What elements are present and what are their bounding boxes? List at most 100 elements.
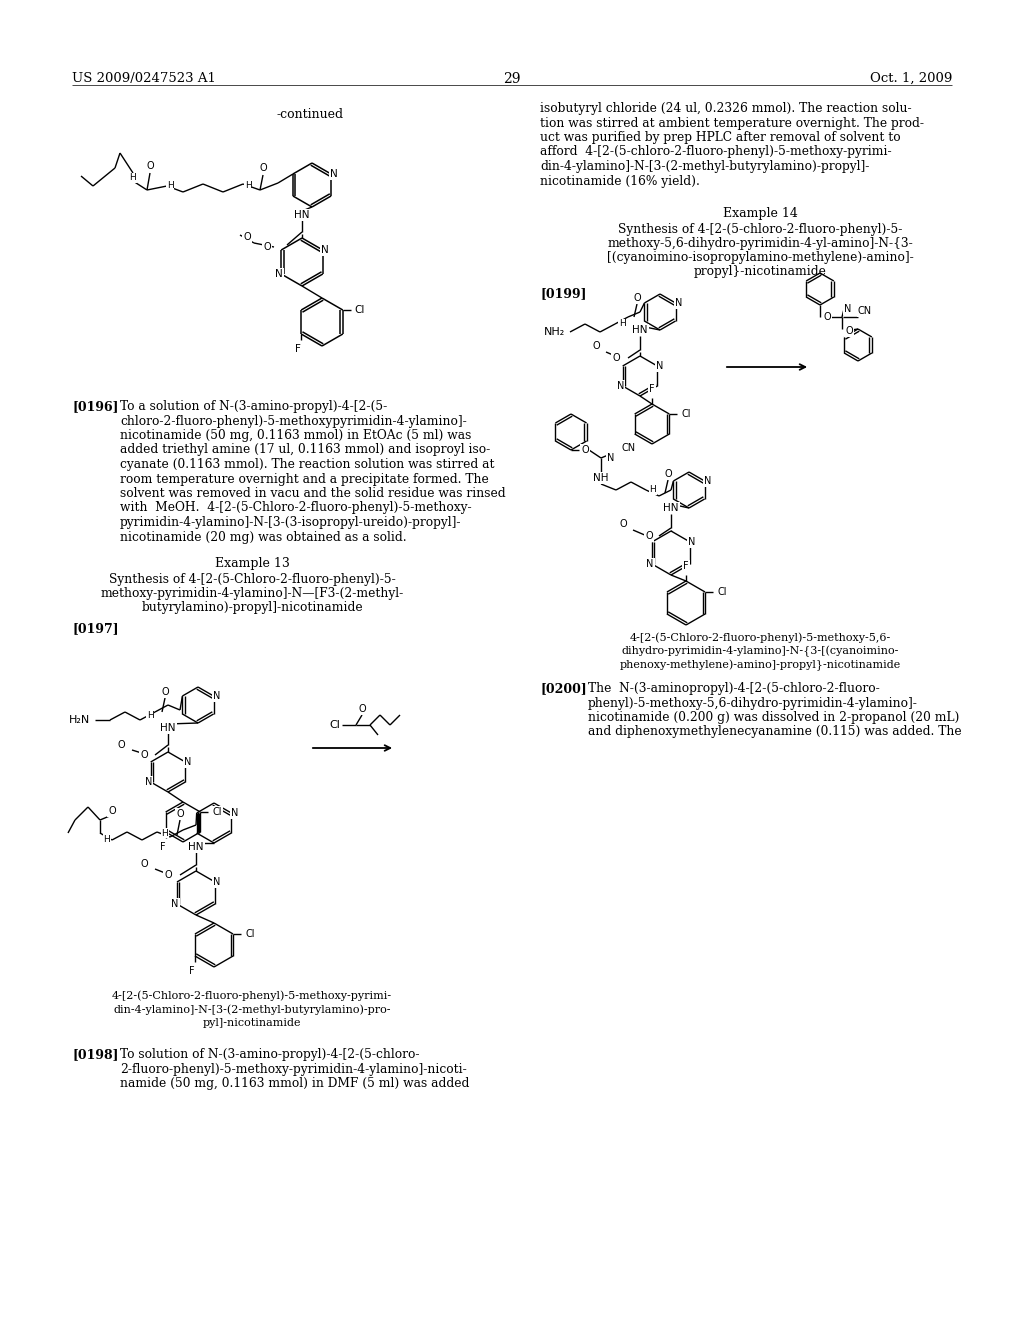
Text: namide (50 mg, 0.1163 mmol) in DMF (5 ml) was added: namide (50 mg, 0.1163 mmol) in DMF (5 ml… <box>120 1077 469 1090</box>
Text: H: H <box>130 173 136 182</box>
Text: N: N <box>845 304 852 314</box>
Text: NH: NH <box>593 473 608 483</box>
Text: HN: HN <box>632 325 648 335</box>
Text: [(cyanoimino-isopropylamino-methylene)-amino]-: [(cyanoimino-isopropylamino-methylene)-a… <box>606 251 913 264</box>
Text: Synthesis of 4-[2-(5-chloro-2-fluoro-phenyl)-5-: Synthesis of 4-[2-(5-chloro-2-fluoro-phe… <box>617 223 902 236</box>
Text: Example 13: Example 13 <box>215 557 290 570</box>
Text: Cl: Cl <box>354 305 366 315</box>
Text: N: N <box>607 453 614 463</box>
Text: O: O <box>620 519 627 529</box>
Text: [0196]: [0196] <box>72 400 119 413</box>
Text: O: O <box>118 741 125 750</box>
Text: N: N <box>675 298 682 308</box>
Text: propyl}-nicotinamide: propyl}-nicotinamide <box>693 265 826 279</box>
Text: NH₂: NH₂ <box>544 327 565 337</box>
Text: Synthesis of 4-[2-(5-Chloro-2-fluoro-phenyl)-5-: Synthesis of 4-[2-(5-Chloro-2-fluoro-phe… <box>109 573 395 586</box>
Text: To a solution of N-(3-amino-propyl)-4-[2-(5-: To a solution of N-(3-amino-propyl)-4-[2… <box>120 400 387 413</box>
Text: N: N <box>145 777 153 787</box>
Text: Cl: Cl <box>329 719 340 730</box>
Text: F: F <box>189 966 195 975</box>
Text: nicotinamide (16% yield).: nicotinamide (16% yield). <box>540 174 699 187</box>
Text: room temperature overnight and a precipitate formed. The: room temperature overnight and a precipi… <box>120 473 488 486</box>
Text: O: O <box>845 326 853 337</box>
Text: methoxy-pyrimidin-4-ylamino]-N—[F3-(2-methyl-: methoxy-pyrimidin-4-ylamino]-N—[F3-(2-me… <box>100 587 403 601</box>
Text: O: O <box>140 750 148 760</box>
Text: O: O <box>146 161 154 172</box>
Text: solvent was removed in vacu and the solid residue was rinsed: solvent was removed in vacu and the soli… <box>120 487 506 500</box>
Text: [0200]: [0200] <box>540 682 587 696</box>
Text: din-4-ylamino]-N-[3-(2-methyl-butyrylamino)-propyl]-: din-4-ylamino]-N-[3-(2-methyl-butyrylami… <box>540 160 869 173</box>
Text: O: O <box>665 469 672 479</box>
Text: phenyl)-5-methoxy-5,6-dihydro-pyrimidin-4-ylamino]-: phenyl)-5-methoxy-5,6-dihydro-pyrimidin-… <box>588 697 918 710</box>
Text: N: N <box>688 537 695 546</box>
Text: O: O <box>581 445 589 455</box>
Text: CN: CN <box>858 306 872 315</box>
Text: O: O <box>263 242 270 252</box>
Text: Cl: Cl <box>717 587 727 597</box>
Text: F: F <box>649 384 654 393</box>
Text: H: H <box>146 711 154 721</box>
Text: methoxy-5,6-dihydro-pyrimidin-4-yl-amino]-N-{3-: methoxy-5,6-dihydro-pyrimidin-4-yl-amino… <box>607 238 912 249</box>
Text: H: H <box>103 834 111 843</box>
Text: tion was stirred at ambient temperature overnight. The prod-: tion was stirred at ambient temperature … <box>540 116 924 129</box>
Text: CN: CN <box>621 444 635 453</box>
Text: nicotinamide (50 mg, 0.1163 mmol) in EtOAc (5 ml) was: nicotinamide (50 mg, 0.1163 mmol) in EtO… <box>120 429 471 442</box>
Text: O: O <box>109 807 116 816</box>
Text: O: O <box>358 704 366 714</box>
Text: H: H <box>167 181 173 190</box>
Text: Cl: Cl <box>212 807 222 817</box>
Text: N: N <box>275 269 283 279</box>
Text: O: O <box>823 312 830 322</box>
Text: HN: HN <box>664 503 679 513</box>
Text: O: O <box>243 232 251 242</box>
Text: F: F <box>295 345 301 354</box>
Text: O: O <box>161 686 169 697</box>
Text: isobutyryl chloride (24 ul, 0.2326 mmol). The reaction solu-: isobutyryl chloride (24 ul, 0.2326 mmol)… <box>540 102 911 115</box>
Text: uct was purified by prep HPLC after removal of solvent to: uct was purified by prep HPLC after remo… <box>540 131 901 144</box>
Text: N: N <box>703 477 712 486</box>
Text: O: O <box>645 531 653 541</box>
Text: N: N <box>330 169 338 180</box>
Text: [0198]: [0198] <box>72 1048 119 1061</box>
Text: O: O <box>140 859 148 869</box>
Text: N: N <box>171 899 178 909</box>
Text: F: F <box>683 561 689 572</box>
Text: US 2009/0247523 A1: US 2009/0247523 A1 <box>72 73 216 84</box>
Text: N: N <box>646 558 653 569</box>
Text: with  MeOH.  4-[2-(5-Chloro-2-fluoro-phenyl)-5-methoxy-: with MeOH. 4-[2-(5-Chloro-2-fluoro-pheny… <box>120 502 472 515</box>
Text: [0197]: [0197] <box>72 622 119 635</box>
Text: Cl: Cl <box>245 929 255 939</box>
Text: N: N <box>617 381 625 391</box>
Text: pyl]-nicotinamide: pyl]-nicotinamide <box>203 1018 301 1028</box>
Text: dihydro-pyrimidin-4-ylamino]-N-{3-[(cyanoimino-: dihydro-pyrimidin-4-ylamino]-N-{3-[(cyan… <box>622 645 899 657</box>
Text: F: F <box>160 842 166 851</box>
Text: N: N <box>655 360 663 371</box>
Text: H: H <box>245 181 251 190</box>
Text: N: N <box>183 756 191 767</box>
Text: H₂N: H₂N <box>69 715 90 725</box>
Text: HN: HN <box>160 723 176 733</box>
Text: din-4-ylamino]-N-[3-(2-methyl-butyrylamino)-pro-: din-4-ylamino]-N-[3-(2-methyl-butyrylami… <box>114 1005 391 1015</box>
Text: -continued: -continued <box>276 108 344 121</box>
Text: HN: HN <box>294 210 309 220</box>
Text: H: H <box>162 829 168 837</box>
Text: N: N <box>321 246 329 255</box>
Text: nicotinamide (0.200 g) was dissolved in 2-propanol (20 mL): nicotinamide (0.200 g) was dissolved in … <box>588 711 959 723</box>
Text: 29: 29 <box>503 73 521 86</box>
Text: Example 14: Example 14 <box>723 207 798 220</box>
Text: N: N <box>213 690 220 701</box>
Text: N: N <box>213 876 221 887</box>
Text: Cl: Cl <box>681 409 691 418</box>
Text: H: H <box>618 319 626 329</box>
Text: added triethyl amine (17 ul, 0.1163 mmol) and isoproyl iso-: added triethyl amine (17 ul, 0.1163 mmol… <box>120 444 490 457</box>
Text: O: O <box>176 809 184 818</box>
Text: H: H <box>649 486 656 495</box>
Text: afford  4-[2-(5-chloro-2-fluoro-phenyl)-5-methoxy-pyrimi-: afford 4-[2-(5-chloro-2-fluoro-phenyl)-5… <box>540 145 892 158</box>
Text: O: O <box>259 162 267 173</box>
Text: nicotinamide (20 mg) was obtained as a solid.: nicotinamide (20 mg) was obtained as a s… <box>120 531 407 544</box>
Text: and diphenoxymethylenecyanamine (0.115) was added. The: and diphenoxymethylenecyanamine (0.115) … <box>588 726 962 738</box>
Text: 4-[2-(5-Chloro-2-fluoro-phenyl)-5-methoxy-5,6-: 4-[2-(5-Chloro-2-fluoro-phenyl)-5-methox… <box>630 632 891 643</box>
Text: 2-fluoro-phenyl)-5-methoxy-pyrimidin-4-ylamino]-nicoti-: 2-fluoro-phenyl)-5-methoxy-pyrimidin-4-y… <box>120 1063 467 1076</box>
Text: O: O <box>592 341 600 351</box>
Text: The  N-(3-aminopropyl)-4-[2-(5-chloro-2-fluoro-: The N-(3-aminopropyl)-4-[2-(5-chloro-2-f… <box>588 682 880 696</box>
